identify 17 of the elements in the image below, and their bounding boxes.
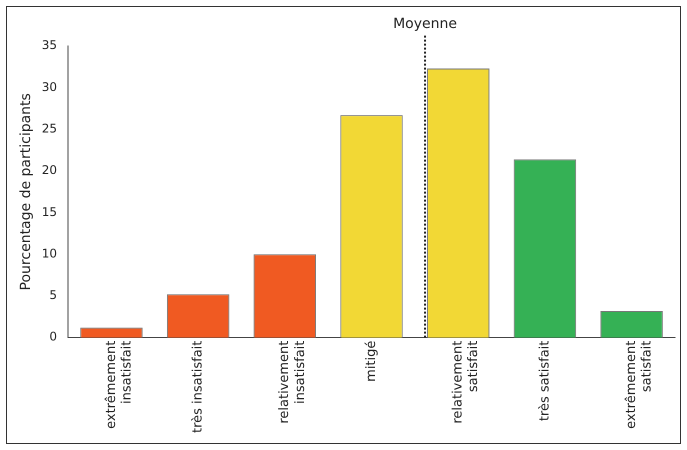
y-tick-label: 20	[42, 163, 58, 178]
x-tick-label: extrêmement satisfait	[624, 340, 655, 429]
y-tick-label: 25	[42, 121, 58, 136]
y-tick-label: 15	[42, 204, 58, 219]
x-tick-label: mitigé	[364, 340, 379, 382]
ref-line-label: Moyenne	[393, 16, 457, 32]
y-tick-label: 35	[42, 38, 58, 52]
y-tick-label: 10	[42, 246, 58, 260]
y-tick-label: 0	[49, 330, 58, 344]
x-tick-label: très insatisfait	[190, 340, 206, 434]
x-tick-label: très satisfait	[537, 340, 552, 422]
x-tick-label: extrêmement insatisfait	[104, 340, 134, 429]
x-tick-label: relativement insatisfait	[277, 340, 308, 424]
y-axis-title: Pourcentage de participants	[18, 93, 34, 290]
y-tick-label: 30	[42, 80, 58, 94]
y-tick-label: 5	[49, 288, 58, 302]
x-tick-label: relativement satisfait	[450, 340, 482, 424]
